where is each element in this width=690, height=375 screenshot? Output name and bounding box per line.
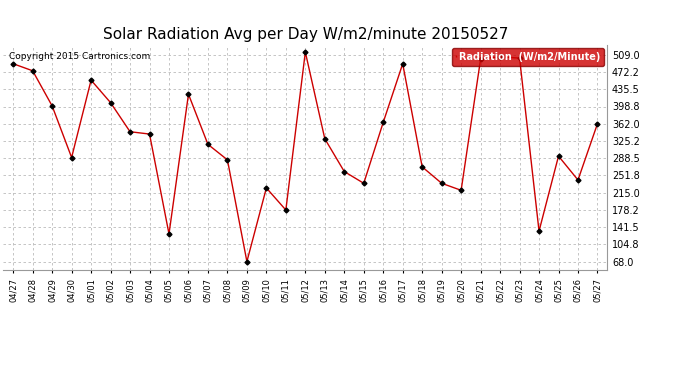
Legend: Radiation  (W/m2/Minute): Radiation (W/m2/Minute)	[452, 48, 604, 66]
Title: Solar Radiation Avg per Day W/m2/minute 20150527: Solar Radiation Avg per Day W/m2/minute …	[103, 27, 508, 42]
Text: Copyright 2015 Cartronics.com: Copyright 2015 Cartronics.com	[10, 52, 150, 61]
